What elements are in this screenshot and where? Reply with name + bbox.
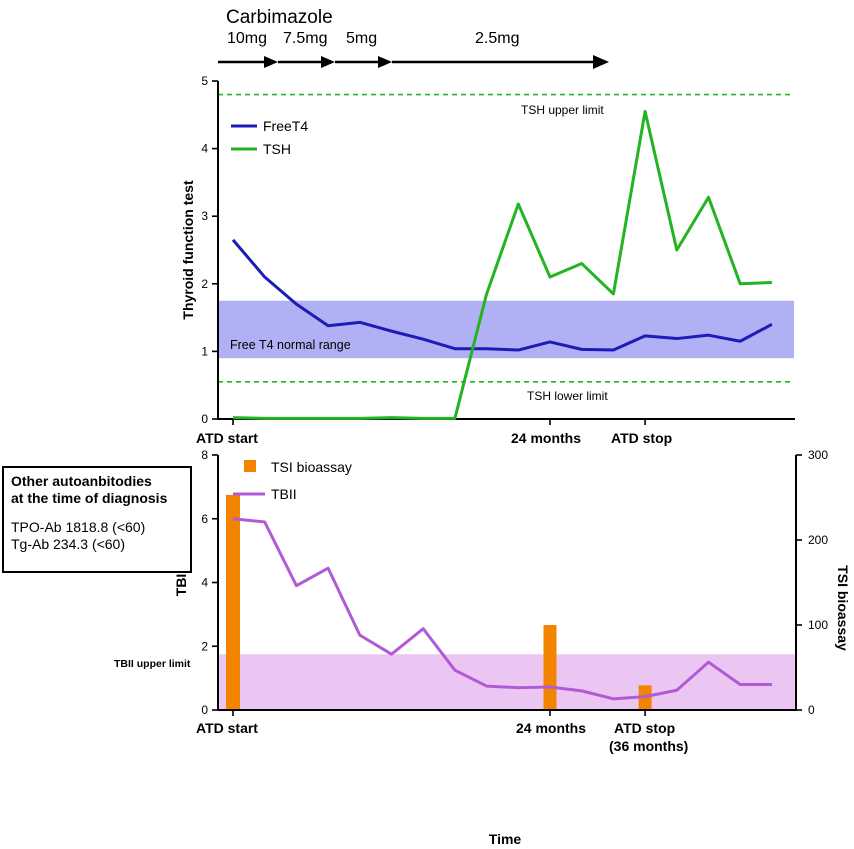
top-y-tick-label-5: 5	[201, 74, 208, 88]
tbii-upper-limit-label: TBII upper limit	[114, 658, 191, 670]
top-y-tick-label-0: 0	[201, 412, 208, 426]
dose-label-5mg: 5mg	[346, 30, 377, 47]
bottom-right-y-axis-label: TSI bioassay	[835, 565, 851, 651]
legend-free-t4-label: FreeT4	[263, 118, 308, 134]
dose-label-10mg: 10mg	[227, 30, 267, 47]
bottom-x-axis-label: Time	[489, 831, 522, 847]
top-y-ticks: 0 1 2 3 4 5	[201, 74, 218, 426]
dose-arrowhead-5mg	[378, 56, 392, 68]
legend-tsh-label: TSH	[263, 141, 291, 157]
bottom-right-y-tick-label-300: 300	[808, 448, 828, 462]
legend-tsi-label: TSI bioassay	[271, 459, 352, 475]
bottom-y-tick-label-0: 0	[201, 703, 208, 717]
tbii-upper-limit-band	[218, 654, 796, 710]
top-x-label-24-months: 24 months	[511, 430, 581, 446]
top-y-tick-label-4: 4	[201, 142, 208, 156]
top-y-axis-label: Thyroid function test	[180, 180, 196, 320]
top-legend: FreeT4 TSH	[231, 118, 308, 157]
bottom-x-label-24-months: 24 months	[516, 720, 586, 736]
tsh-lower-limit-label: TSH lower limit	[527, 389, 608, 403]
bottom-y-tick-label-4: 4	[201, 576, 208, 590]
bottom-y-tick-label-8: 8	[201, 448, 208, 462]
bottom-x-ticks	[232, 710, 646, 716]
dose-label-7-5mg: 7.5mg	[283, 30, 327, 47]
dose-label-2-5mg: 2.5mg	[475, 30, 519, 47]
tsh-series-line	[232, 109, 772, 420]
bottom-x-label-atd-stop: ATD stop	[614, 720, 675, 736]
legend-tsi-swatch	[244, 460, 256, 472]
tsi-bar	[226, 494, 240, 710]
autoantibodies-info-box: Other autoanbitodies at the time of diag…	[2, 466, 192, 573]
free-t4-series-line	[231, 238, 773, 352]
bottom-x-label-atd-start: ATD start	[196, 720, 258, 736]
top-y-tick-label-1: 1	[201, 344, 208, 358]
bottom-y-tick-label-6: 6	[201, 512, 208, 526]
info-box-heading-line1: Other autoanbitodies	[11, 473, 152, 489]
bottom-y-tick-label-2: 2	[201, 639, 208, 653]
dose-timeline-arrows	[218, 55, 609, 69]
dose-arrowhead-7-5mg	[321, 56, 335, 68]
tsh-upper-limit-label: TSH upper limit	[521, 103, 604, 117]
free-t4-normal-range-label: Free T4 normal range	[230, 338, 351, 352]
bottom-right-y-tick-label-200: 200	[808, 533, 828, 547]
bottom-right-y-tick-label-100: 100	[808, 618, 828, 632]
tbii-series-line	[232, 517, 772, 701]
drug-title: Carbimazole	[226, 7, 333, 28]
tsi-bar	[543, 625, 557, 710]
top-x-label-atd-start: ATD start	[196, 430, 258, 446]
dose-arrowhead-10mg	[264, 56, 278, 68]
top-y-tick-label-3: 3	[201, 209, 208, 223]
bottom-y-axis-label: TBII	[173, 570, 189, 596]
info-box-heading-line2: at the time of diagnosis	[11, 490, 168, 506]
tg-ab-value: Tg-Ab 234.3 (<60)	[11, 536, 126, 552]
tpo-ab-value: TPO-Ab 1818.8 (<60)	[11, 519, 146, 535]
legend-tbii-label: TBII	[271, 486, 297, 502]
top-x-label-atd-stop: ATD stop	[611, 430, 672, 446]
bottom-right-y-tick-label-0: 0	[808, 703, 815, 717]
bottom-right-y-ticks: 0 100 200 300	[796, 448, 828, 717]
dose-arrowhead-2-5mg	[593, 55, 609, 69]
top-y-tick-label-2: 2	[201, 277, 208, 291]
top-x-ticks	[232, 419, 646, 425]
bottom-y-ticks: 0 2 4 6 8	[201, 448, 218, 717]
bottom-x-label-36-months: (36 months)	[609, 738, 688, 754]
bottom-legend: TSI bioassay TBII	[233, 459, 352, 502]
